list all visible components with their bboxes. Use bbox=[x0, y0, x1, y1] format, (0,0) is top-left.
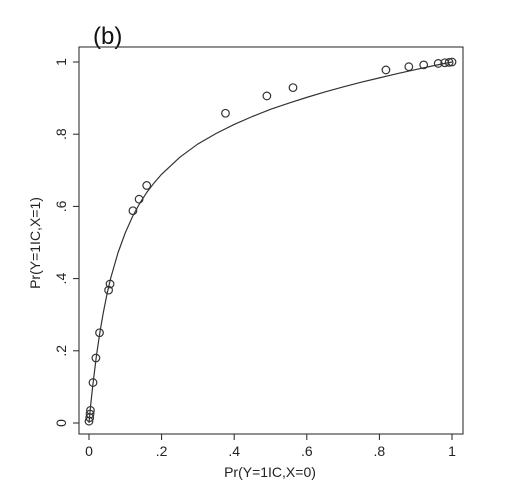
y-tick-label: .8 bbox=[53, 128, 69, 140]
data-point bbox=[262, 91, 272, 101]
x-tick-label: .2 bbox=[156, 443, 168, 459]
x-axis-ticks: 0 .2 .4 .6 .8 1 bbox=[85, 434, 456, 459]
fitted-curve bbox=[88, 61, 453, 424]
x-tick-label: .8 bbox=[374, 443, 386, 459]
data-point bbox=[419, 60, 429, 70]
y-tick-label: .4 bbox=[53, 273, 69, 285]
data-point bbox=[85, 409, 95, 419]
x-tick-label: .4 bbox=[228, 443, 240, 459]
y-axis-title: Pr(Y=1IC,X=1) bbox=[27, 197, 43, 289]
data-point bbox=[134, 194, 144, 204]
data-points bbox=[84, 57, 457, 426]
plot-frame bbox=[78, 46, 464, 435]
data-point bbox=[142, 181, 152, 190]
data-point bbox=[88, 378, 98, 387]
data-point bbox=[433, 59, 443, 68]
data-point bbox=[91, 353, 101, 363]
y-tick-label: 0 bbox=[53, 419, 69, 427]
data-point bbox=[444, 57, 454, 67]
x-tick-label: 1 bbox=[448, 443, 456, 459]
data-point bbox=[104, 285, 114, 295]
y-tick-label: .2 bbox=[53, 345, 69, 357]
x-axis-title: Pr(Y=1IC,X=0) bbox=[224, 464, 316, 480]
data-point bbox=[404, 62, 414, 72]
y-tick-label: 1 bbox=[53, 58, 69, 66]
plot-area: 0 .2 .4 .6 .8 1 0 .2 .4 .6 .8 1 bbox=[53, 46, 464, 459]
data-point bbox=[381, 65, 391, 75]
panel-label: (b) bbox=[93, 23, 122, 50]
data-point bbox=[95, 328, 104, 338]
x-tick-label: .6 bbox=[301, 443, 313, 459]
y-axis-ticks: 0 .2 .4 .6 .8 1 bbox=[53, 58, 79, 427]
data-point bbox=[288, 83, 298, 93]
data-point bbox=[86, 405, 95, 415]
data-point bbox=[105, 279, 115, 289]
data-point bbox=[447, 57, 457, 67]
data-point bbox=[128, 206, 138, 216]
data-point bbox=[221, 108, 230, 118]
y-tick-label: .6 bbox=[53, 200, 69, 212]
x-tick-label: 0 bbox=[85, 443, 93, 459]
